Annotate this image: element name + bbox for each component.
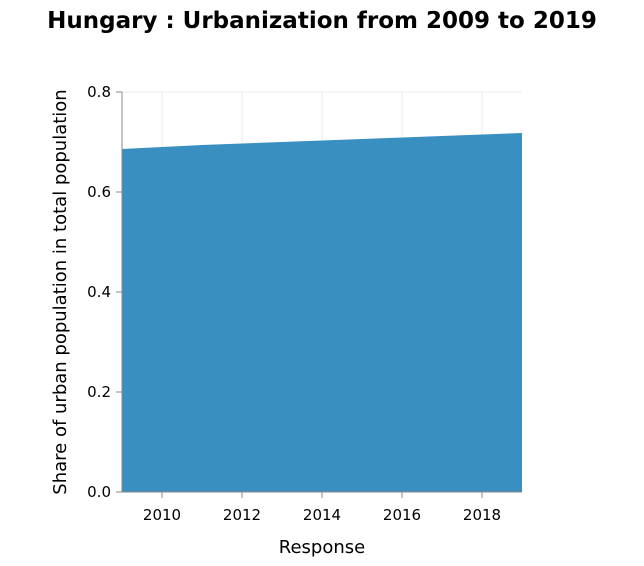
chart-title: Hungary : Urbanization from 2009 to 2019: [47, 8, 597, 34]
x-axis-title: Response: [279, 537, 365, 558]
y-tick-label-2: 0.4: [87, 283, 111, 301]
x-axis-ticks: 2010 2012 2014 2016 2018: [143, 492, 501, 524]
y-tick-label-1: 0.2: [87, 383, 111, 401]
urbanization-area: [122, 133, 522, 492]
y-axis-title: Share of urban population in total popul…: [50, 89, 71, 494]
y-tick-label-4: 0.8: [87, 83, 111, 101]
x-tick-label-1: 2012: [223, 506, 261, 524]
x-tick-label-0: 2010: [143, 506, 181, 524]
y-tick-label-0: 0.0: [87, 483, 111, 501]
x-tick-label-3: 2016: [383, 506, 421, 524]
x-tick-label-4: 2018: [463, 506, 501, 524]
y-tick-label-3: 0.6: [87, 183, 111, 201]
x-tick-label-2: 2014: [303, 506, 341, 524]
y-axis-ticks: 0.0 0.2 0.4 0.6 0.8: [87, 83, 122, 501]
